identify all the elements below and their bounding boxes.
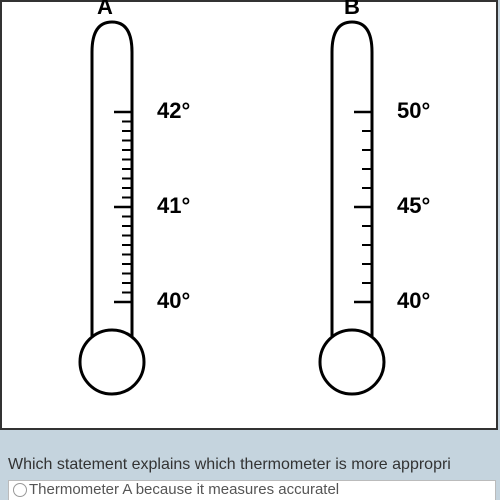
answer-text: Thermometer A because it measures accura… xyxy=(29,481,339,498)
radio-icon[interactable] xyxy=(13,483,27,497)
b-label-40: 40° xyxy=(397,288,430,314)
diagram-box: A B xyxy=(0,0,498,430)
a-label-41: 41° xyxy=(157,193,190,219)
a-label-40: 40° xyxy=(157,288,190,314)
answer-option[interactable]: Thermometer A because it measures accura… xyxy=(8,480,496,500)
thermometer-a xyxy=(80,22,144,394)
a-label-42: 42° xyxy=(157,98,190,124)
b-label-45: 45° xyxy=(397,193,430,219)
b-label-50: 50° xyxy=(397,98,430,124)
question-text: Which statement explains which thermomet… xyxy=(8,456,498,474)
thermometer-b xyxy=(320,22,384,394)
